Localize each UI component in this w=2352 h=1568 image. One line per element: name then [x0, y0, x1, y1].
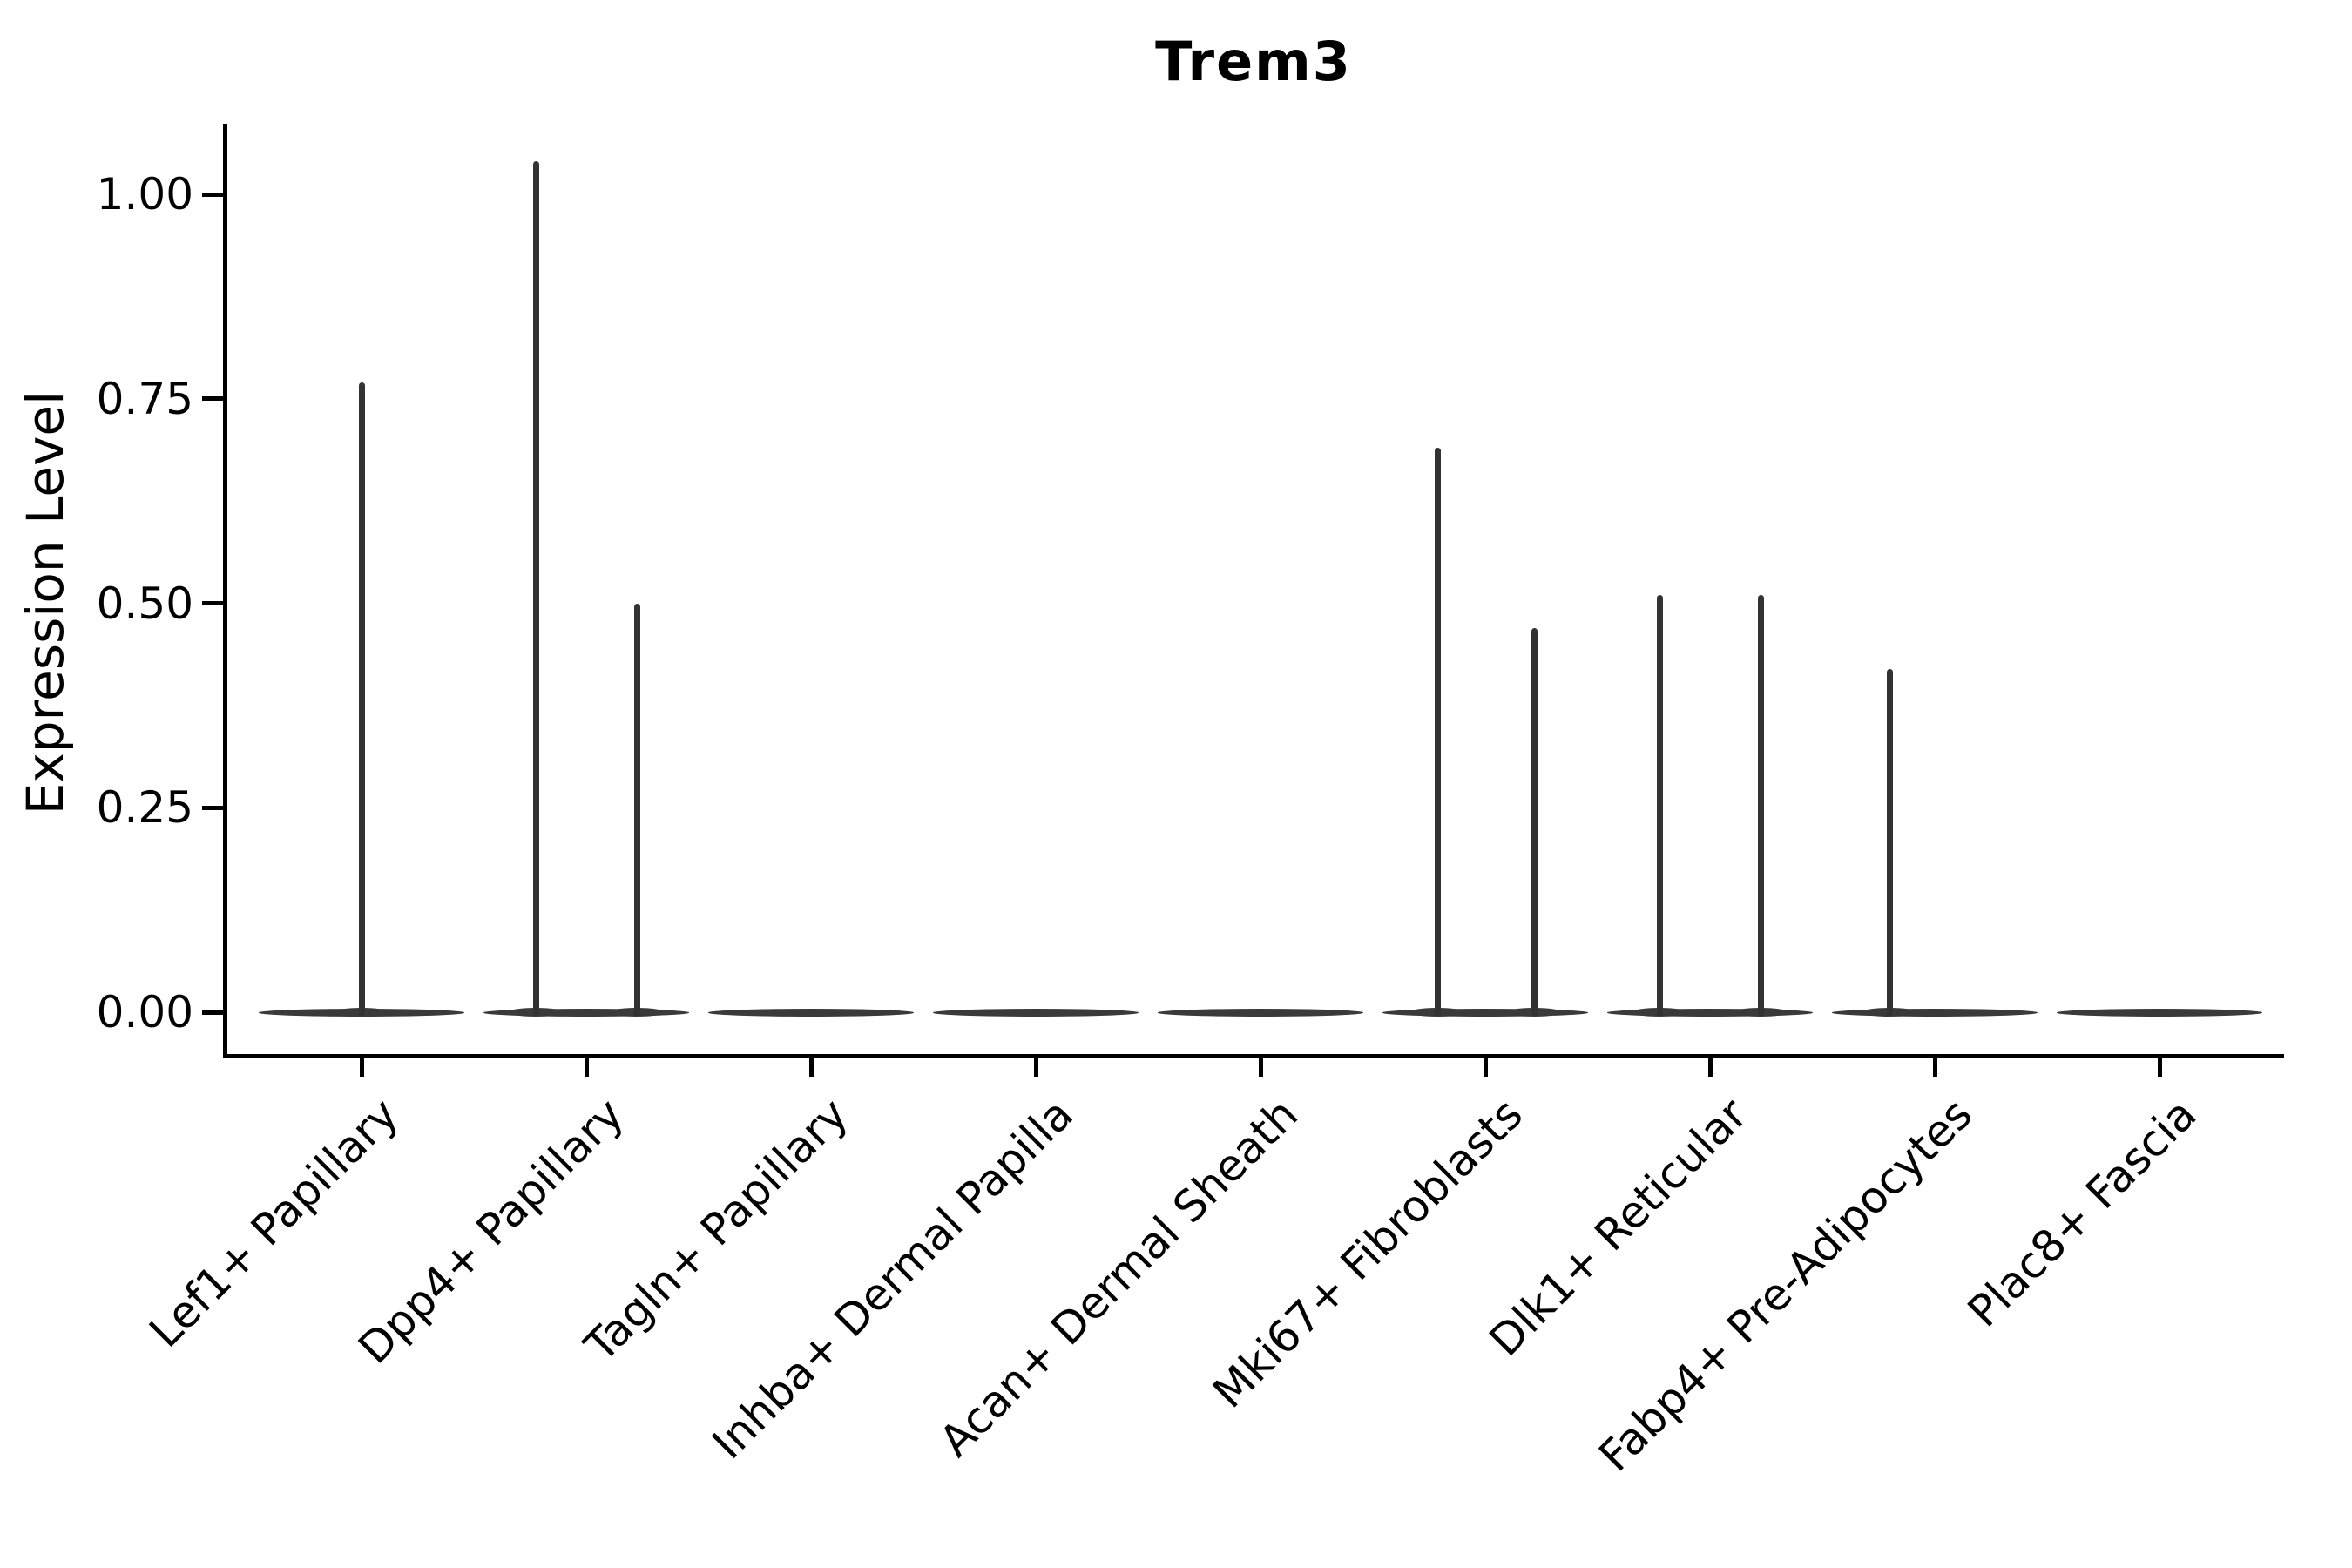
violin-baseline — [933, 1008, 1139, 1017]
x-tick-label: Plac8+ Fascia — [1958, 1088, 2207, 1337]
x-tick-mark — [1932, 1054, 1937, 1077]
y-tick-mark — [202, 601, 225, 605]
y-tick-label: 0.00 — [96, 987, 193, 1037]
bottom-spine — [223, 1054, 2284, 1058]
x-tick-mark — [1707, 1054, 1713, 1077]
x-tick-label: Lef1+ Papillary — [139, 1088, 409, 1357]
x-tick-label: Fabp4+ Pre-Adipocytes — [1589, 1088, 1982, 1482]
violin-spike — [1434, 448, 1441, 1016]
x-tick-mark — [1483, 1054, 1488, 1077]
y-tick-mark — [202, 192, 225, 197]
x-tick-mark — [2157, 1054, 2162, 1077]
y-tick-label: 0.50 — [96, 578, 193, 629]
violin-baseline — [2057, 1008, 2262, 1017]
violin-spike — [1886, 668, 1893, 1016]
violin-spike — [1656, 595, 1663, 1016]
x-tick-label: Inhba+ Dermal Papilla — [702, 1088, 1083, 1470]
y-tick-mark — [202, 396, 225, 402]
left-spine — [223, 124, 227, 1058]
x-tick-mark — [1033, 1054, 1038, 1077]
x-tick-mark — [359, 1054, 364, 1077]
violin-baseline — [708, 1008, 914, 1017]
violin-spike — [532, 161, 539, 1016]
violin-baseline — [483, 1008, 689, 1017]
y-tick-label: 1.00 — [96, 169, 193, 220]
violin-baseline — [1158, 1008, 1363, 1017]
violin-spike — [633, 603, 640, 1016]
violin-baseline — [1382, 1008, 1588, 1017]
violin-spike — [358, 382, 365, 1016]
violin-baseline — [1832, 1008, 2038, 1017]
violin-spike — [1757, 595, 1764, 1016]
y-tick-label: 0.25 — [96, 782, 193, 834]
chart-title: Trem3 — [1155, 30, 1352, 93]
x-tick-mark — [808, 1054, 814, 1077]
y-tick-mark — [202, 1010, 225, 1015]
violin-baseline — [1607, 1008, 1813, 1017]
y-tick-mark — [202, 805, 225, 810]
x-tick-mark — [584, 1054, 589, 1077]
x-tick-mark — [1258, 1054, 1263, 1077]
violin-spike — [1531, 627, 1538, 1016]
y-tick-label: 0.75 — [96, 373, 193, 424]
